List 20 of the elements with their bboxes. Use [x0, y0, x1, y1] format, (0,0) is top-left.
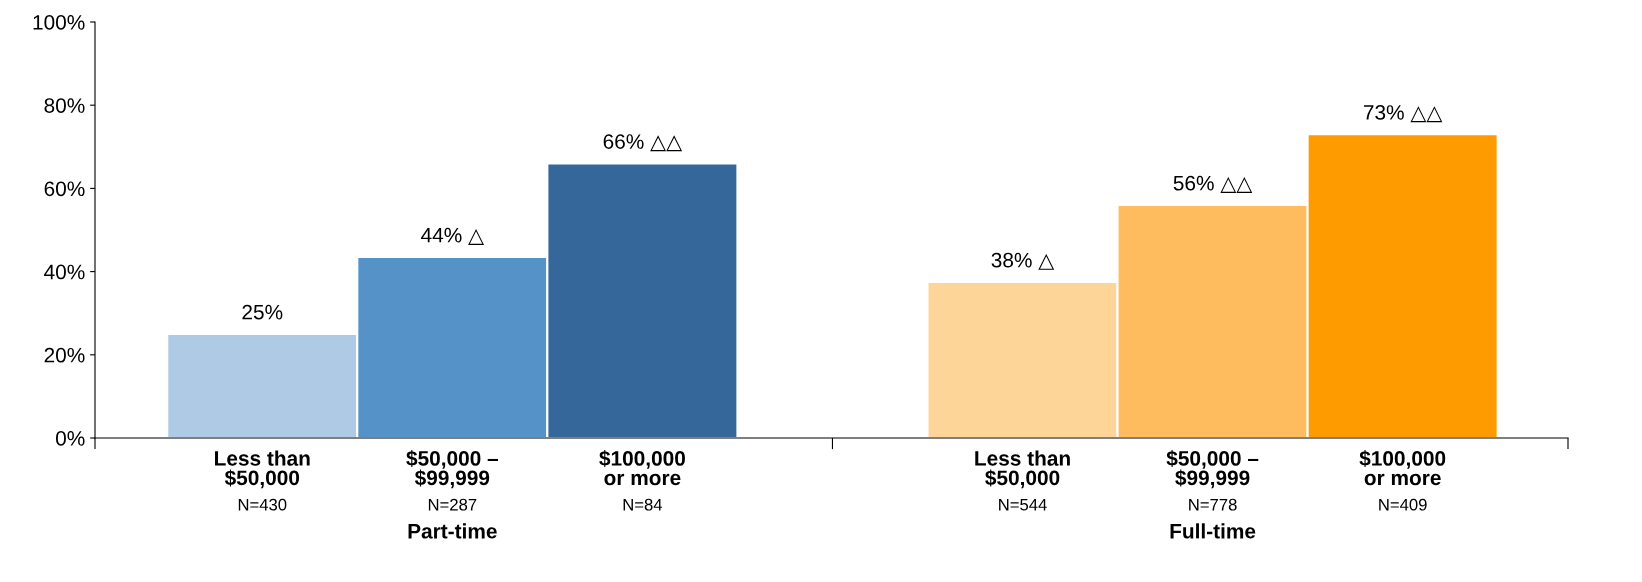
- text: Part-time: [408, 523, 497, 539]
- y-tick-label: 0%: [55, 431, 85, 446]
- data-label: 66% △△: [603, 134, 683, 152]
- data-label: 73% △△: [1363, 105, 1443, 123]
- y-tick-label: 20%: [44, 347, 85, 363]
- y-tick-label: 100%: [33, 15, 85, 30]
- x-tick-label: $50,000 – $99,999 N=287: [406, 450, 499, 511]
- y-tick-label: 60%: [44, 181, 85, 197]
- x-tick-label: Less than $50,000 N=430: [215, 450, 310, 511]
- text: Full-time: [1170, 523, 1256, 539]
- x-tick-label: $100,000 or more N=84: [599, 450, 685, 511]
- x-tick-label: $50,000 – $99,999 N=778: [1166, 450, 1259, 511]
- data-label: 25%: [242, 304, 283, 320]
- data-label: 38% △: [991, 252, 1055, 270]
- y-tick-label: 40%: [44, 264, 85, 280]
- x-tick-label: Less than $50,000 N=544: [975, 450, 1070, 511]
- y-tick-label: 80%: [44, 98, 85, 113]
- x-tick-label: $100,000 or more N=409: [1359, 450, 1446, 511]
- data-label: 56% △△: [1173, 175, 1253, 193]
- data-label: 44% △: [421, 227, 485, 245]
